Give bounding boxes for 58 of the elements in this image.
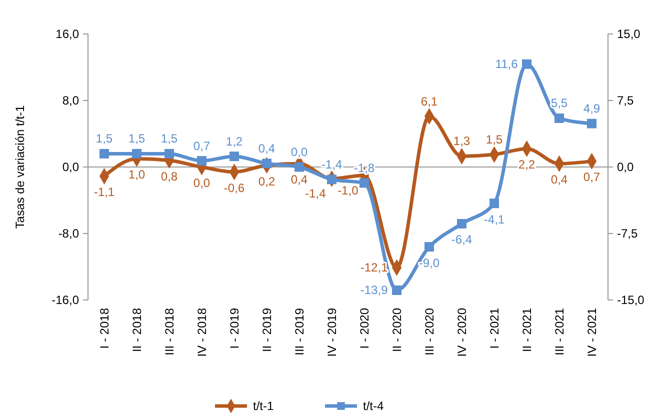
x-tick-label: I - 2019 (227, 308, 242, 349)
data-label: 1,5 (486, 132, 503, 147)
y-tick-label: 0,0 (62, 160, 80, 174)
data-label: 2,2 (518, 158, 536, 172)
x-tick-label: IV - 2019 (324, 308, 339, 357)
x-tick-label: III - 2021 (552, 308, 566, 356)
x-tick-label: III - 2019 (292, 308, 306, 356)
data-label: 0,2 (258, 174, 276, 188)
x-tick-label: III - 2020 (422, 308, 436, 356)
x-tick-label: IV - 2018 (194, 308, 209, 357)
y-tick-label: 16,0 (56, 27, 80, 42)
legend-label: t/t-4 (363, 399, 384, 414)
x-tick-label: I - 2021 (487, 308, 502, 349)
data-label: 1,3 (453, 134, 470, 148)
data-label: 0,7 (583, 170, 600, 184)
data-label: -6,4 (451, 232, 472, 247)
data-label: 0,0 (290, 145, 308, 159)
x-tick-label: II - 2021 (520, 308, 534, 352)
data-label: 0,8 (160, 169, 178, 184)
data-label: 4,9 (583, 102, 600, 116)
data-label: 0,7 (193, 138, 210, 153)
data-label: 0,4 (258, 141, 276, 156)
data-label: -13,9 (360, 283, 388, 298)
data-label: -9,0 (418, 256, 440, 270)
x-tick-label: IV - 2021 (584, 308, 599, 357)
y-tick-label: -16,0 (52, 293, 80, 308)
y2-tick-label: 15,0 (617, 27, 641, 42)
y-tick-label: 8,0 (62, 94, 80, 108)
data-label: 1,5 (160, 132, 178, 146)
x-tick-label: III - 2018 (162, 308, 176, 356)
data-label: 5,5 (550, 96, 568, 110)
data-label: -1,0 (338, 183, 359, 198)
x-tick-label: I - 2020 (357, 308, 372, 349)
x-tick-label: II - 2018 (130, 308, 144, 352)
y-tick-label: -8,0 (58, 226, 80, 241)
data-label: -1,1 (94, 185, 115, 200)
legend-label: t/t-1 (253, 399, 274, 414)
data-label: 1,5 (96, 132, 113, 146)
x-tick-label: II - 2020 (390, 308, 404, 352)
data-label: -4,1 (484, 212, 505, 226)
data-label: 0,4 (290, 172, 308, 187)
y2-tick-label: -7,5 (617, 226, 638, 241)
data-label: -1,4 (305, 186, 326, 201)
x-tick-label: I - 2018 (97, 308, 112, 349)
data-label: 1,0 (128, 168, 146, 182)
y2-tick-label: 0,0 (617, 160, 634, 174)
data-label: 6,1 (420, 94, 438, 108)
data-label: -0,6 (224, 180, 245, 195)
x-tick-label: II - 2019 (260, 308, 274, 352)
y2-tick-label: -15,0 (617, 293, 645, 308)
data-label: 11,6 (495, 57, 518, 72)
data-label: 1,5 (128, 132, 146, 146)
data-label: 0,4 (550, 172, 568, 187)
data-label: 0,0 (193, 176, 210, 190)
data-label: 1,2 (226, 134, 243, 148)
y-axis-title: Tasas de variación t/t-1 (13, 104, 27, 229)
y2-tick-label: 7,5 (617, 94, 634, 108)
x-tick-label: IV - 2020 (454, 308, 469, 357)
